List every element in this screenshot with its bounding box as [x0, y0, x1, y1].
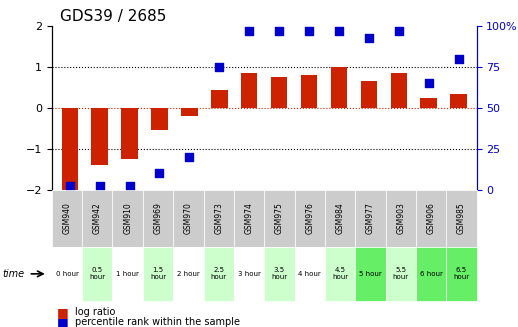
Text: 3 hour: 3 hour [238, 271, 261, 277]
Text: 2.5
hour: 2.5 hour [211, 267, 227, 280]
Point [454, 56, 463, 61]
Text: GSM969: GSM969 [153, 202, 163, 234]
Point [305, 28, 313, 34]
Bar [211, 90, 227, 108]
Text: 3.5
hour: 3.5 hour [271, 267, 287, 280]
Bar [241, 73, 257, 108]
Text: 4 hour: 4 hour [298, 271, 321, 277]
Text: 1 hour: 1 hour [116, 271, 139, 277]
Text: ■: ■ [57, 316, 69, 327]
Text: 1.5
hour: 1.5 hour [150, 267, 166, 280]
Text: 5 hour: 5 hour [359, 271, 382, 277]
Bar [391, 73, 407, 108]
Point [215, 64, 223, 70]
Point [395, 28, 403, 34]
Text: 2 hour: 2 hour [177, 271, 200, 277]
Text: 5.5
hour: 5.5 hour [393, 267, 409, 280]
Text: GSM906: GSM906 [426, 202, 436, 234]
Text: 6.5
hour: 6.5 hour [453, 267, 469, 280]
Text: GSM974: GSM974 [244, 202, 253, 234]
Bar [121, 108, 138, 159]
Text: GSM976: GSM976 [305, 202, 314, 234]
Bar [421, 98, 437, 108]
Bar [301, 75, 317, 108]
Text: 0 hour: 0 hour [55, 271, 78, 277]
Text: GSM903: GSM903 [396, 202, 405, 234]
Bar [450, 94, 467, 108]
Text: GDS39 / 2685: GDS39 / 2685 [60, 9, 167, 24]
Bar [330, 67, 347, 108]
Point [365, 35, 373, 40]
Text: GSM977: GSM977 [366, 202, 375, 234]
Text: log ratio: log ratio [75, 307, 116, 317]
Text: 6 hour: 6 hour [420, 271, 442, 277]
Point [185, 154, 194, 160]
Text: 0.5
hour: 0.5 hour [89, 267, 105, 280]
Bar [181, 108, 198, 116]
Point [425, 81, 433, 86]
Text: ■: ■ [57, 306, 69, 319]
Bar [92, 108, 108, 165]
Bar [62, 108, 78, 190]
Text: GSM940: GSM940 [63, 202, 71, 234]
Point [155, 171, 164, 176]
Text: GSM985: GSM985 [457, 202, 466, 234]
Text: GSM942: GSM942 [93, 202, 102, 234]
Text: GSM973: GSM973 [214, 202, 223, 234]
Point [335, 28, 343, 34]
Text: time: time [3, 269, 25, 279]
Text: GSM984: GSM984 [336, 202, 344, 234]
Bar [361, 81, 377, 108]
Bar [151, 108, 168, 130]
Point [245, 28, 253, 34]
Point [66, 184, 74, 189]
Text: percentile rank within the sample: percentile rank within the sample [75, 317, 240, 327]
Text: GSM970: GSM970 [184, 202, 193, 234]
Point [125, 184, 134, 189]
Point [95, 184, 104, 189]
Text: GSM975: GSM975 [275, 202, 284, 234]
Point [275, 28, 283, 34]
Text: 4.5
hour: 4.5 hour [332, 267, 348, 280]
Text: GSM910: GSM910 [123, 202, 132, 234]
Bar [271, 77, 287, 108]
